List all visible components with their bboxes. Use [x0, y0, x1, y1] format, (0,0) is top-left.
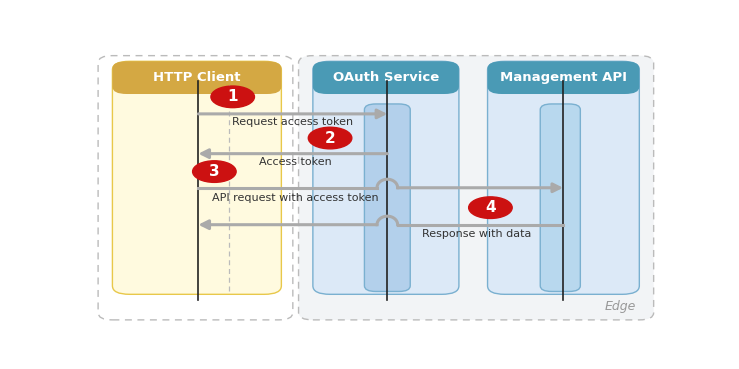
Text: Request access token: Request access token [232, 117, 353, 127]
Circle shape [193, 161, 236, 182]
FancyBboxPatch shape [112, 61, 282, 94]
Text: API request with access token: API request with access token [212, 193, 379, 203]
Text: Access token: Access token [259, 156, 332, 166]
Text: Response with data: Response with data [422, 229, 531, 239]
FancyBboxPatch shape [540, 104, 580, 292]
FancyBboxPatch shape [364, 104, 410, 292]
Text: 2: 2 [324, 131, 336, 145]
Circle shape [469, 197, 512, 218]
FancyBboxPatch shape [313, 61, 459, 294]
Circle shape [211, 86, 254, 108]
FancyBboxPatch shape [488, 61, 639, 294]
Text: Management API: Management API [500, 71, 627, 84]
FancyBboxPatch shape [299, 56, 654, 320]
FancyBboxPatch shape [313, 61, 459, 94]
FancyBboxPatch shape [98, 56, 293, 320]
Text: 1: 1 [228, 89, 238, 104]
Text: 4: 4 [485, 200, 496, 215]
Text: 3: 3 [209, 164, 219, 179]
Circle shape [308, 127, 352, 149]
FancyBboxPatch shape [112, 61, 282, 294]
FancyBboxPatch shape [488, 61, 639, 94]
Text: OAuth Service: OAuth Service [333, 71, 439, 84]
Text: Edge: Edge [605, 300, 636, 313]
Text: HTTP Client: HTTP Client [153, 71, 241, 84]
